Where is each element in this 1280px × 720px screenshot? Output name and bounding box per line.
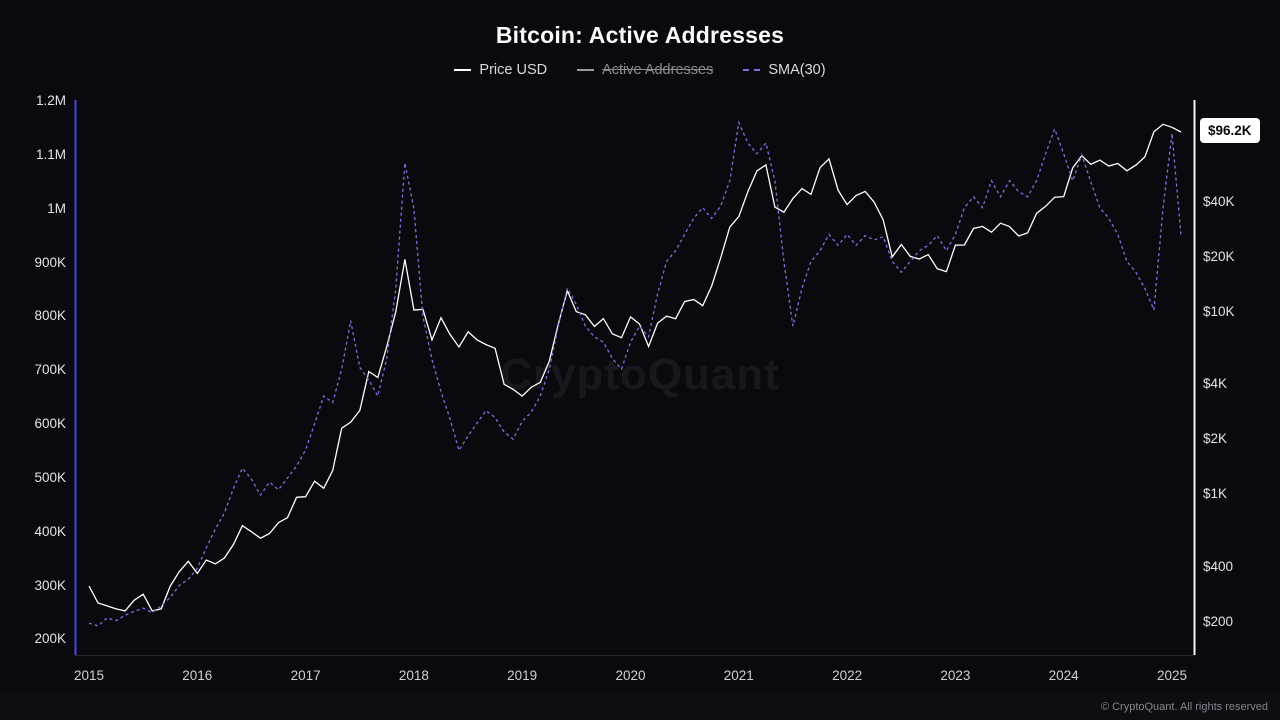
y-axis-right-tick: $10K [1203, 303, 1235, 319]
y-axis-right-tick: $20K [1203, 248, 1235, 264]
x-axis-tick: 2025 [1156, 668, 1188, 683]
x-axis-tick: 2022 [832, 668, 863, 683]
chart-title: Bitcoin: Active Addresses [495, 22, 785, 48]
y-axis-left-tick: 1M [47, 200, 66, 216]
x-axis-tick: 2024 [1048, 668, 1079, 683]
legend-marker-price-usd [454, 69, 472, 71]
last-price-badge: $96.2K [1200, 118, 1260, 143]
y-axis-right-tick: $2K [1203, 431, 1228, 447]
y-axis-left-tick: 600K [34, 416, 66, 432]
x-axis-tick: 2018 [398, 668, 429, 683]
series-price-usd [88, 123, 1182, 612]
y-axis-left-tick: 1.2M [35, 93, 66, 108]
legend-item-price-usd[interactable]: Price USD [454, 62, 547, 78]
y-axis-right-tick: $40K [1203, 193, 1235, 209]
x-axis-tick: 2015 [73, 668, 105, 683]
y-axis-left-tick: 400K [34, 523, 66, 539]
y-axis-left-tick: 900K [34, 254, 66, 270]
y-axis-left-tick: 200K [34, 631, 66, 647]
x-axis-tick: 2023 [940, 668, 971, 683]
x-axis-tick: 2019 [507, 668, 538, 683]
x-axis-tick: 2016 [182, 668, 213, 683]
legend-label-price-usd: Price USD [479, 62, 548, 78]
y-axis-left-tick: 1.1M [35, 146, 66, 162]
footer-band [0, 692, 1280, 720]
y-axis-right-tick: $200 [1203, 614, 1234, 629]
legend: Price USD Active Addresses SMA(30) [0, 62, 1280, 78]
legend-item-active-addresses[interactable]: Active Addresses [577, 62, 713, 78]
x-axis-tick: 2017 [290, 668, 321, 683]
legend-label-active-addresses: Active Addresses [602, 62, 714, 78]
series-sma-30- [88, 120, 1182, 627]
y-axis-right-tick: $1K [1203, 486, 1228, 502]
y-axis-right-tick: $4K [1203, 376, 1228, 392]
y-axis-left-tick: 500K [34, 469, 66, 485]
x-axis-tick: 2020 [615, 668, 646, 683]
legend-item-sma-30-[interactable]: SMA(30) [743, 62, 826, 78]
copyright: © CryptoQuant. All rights reserved [1100, 701, 1268, 713]
y-axis-left-tick: 300K [34, 577, 66, 593]
legend-marker-active-addresses [577, 69, 595, 71]
y-axis-left-tick: 800K [34, 308, 66, 324]
y-axis-right-tick: $400 [1203, 559, 1234, 574]
x-axis-tick: 2021 [723, 668, 754, 683]
y-axis-left-tick: 700K [34, 362, 66, 378]
legend-marker-sma-30- [743, 69, 761, 71]
legend-label-sma-30-: SMA(30) [768, 62, 826, 78]
